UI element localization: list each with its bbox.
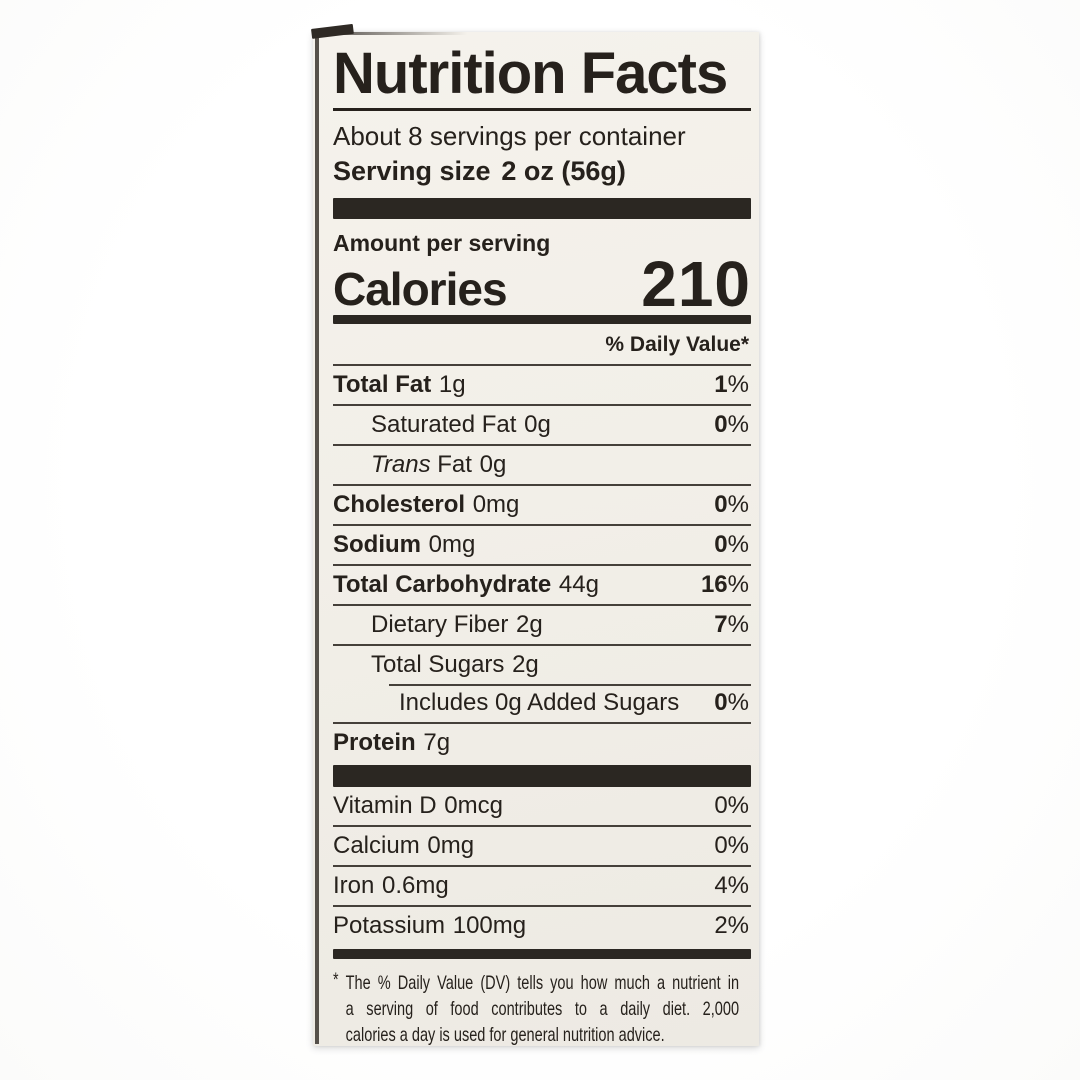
nutrient-name: Sodium 0mg <box>333 531 476 559</box>
nutrient-name: Vitamin D 0mcg <box>333 792 503 820</box>
vitamin-row: Calcium 0mg 0% <box>333 825 751 865</box>
daily-value-percent: 0% <box>714 411 749 439</box>
nutrient-name: Calcium 0mg <box>333 832 475 860</box>
nutrient-row: Dietary Fiber 2g 7% <box>333 604 751 644</box>
daily-value-percent: 0% <box>714 832 749 860</box>
nutrient-name: Dietary Fiber 2g <box>371 611 543 639</box>
nutrient-amount: 1g <box>438 371 466 399</box>
nutrient-table: Total Fat 1g 1% Saturated Fat 0g 0% Trans Fat 0… <box>333 364 751 762</box>
servings-per-container: About 8 servings per container <box>333 121 686 152</box>
nutrient-name: Includes 0g Added Sugars <box>399 689 680 717</box>
nutrient-amount: 0.6mg <box>382 872 449 900</box>
divider-bar-thick-2 <box>333 765 751 788</box>
vitamin-row: Potassium 100mg 2% <box>333 905 751 945</box>
amount-per-serving: Amount per serving <box>333 230 551 257</box>
nutrient-name: Trans Fat 0g <box>371 451 507 479</box>
calories-row: Calories 210 <box>333 247 751 320</box>
footnote-text: The % Daily Value (DV) tells you how muc… <box>346 970 739 1048</box>
footnote: * The % Daily Value (DV) tells you how m… <box>333 970 739 1048</box>
nutrient-row: Total Carbohydrate 44g 16% <box>333 564 751 604</box>
nutrient-amount: 0g <box>524 411 551 439</box>
label-top-edge <box>317 32 467 35</box>
daily-value-percent: 1% <box>714 371 749 399</box>
nutrient-amount: 2g <box>512 651 539 679</box>
nutrition-facts-label: Nutrition Facts About 8 servings per con… <box>311 23 759 1046</box>
footnote-line: The % Daily Value (DV) tells you how muc… <box>345 972 740 995</box>
divider-bar-thick <box>333 198 751 220</box>
calories-label: Calories <box>333 263 508 316</box>
nutrient-amount: 0mg <box>472 491 520 519</box>
daily-value-percent: 4% <box>714 872 749 900</box>
daily-value-percent: 7% <box>714 611 749 639</box>
daily-value-percent: 0% <box>714 531 749 559</box>
serving-size-value: 2 oz (56g) <box>501 156 626 187</box>
label-content: Nutrition Facts About 8 servings per con… <box>313 32 759 1046</box>
nutrient-row: Total Sugars 2g <box>333 644 751 684</box>
nutrient-row: Saturated Fat 0g 0% <box>333 404 751 444</box>
nutrient-amount: 0g <box>479 451 507 479</box>
nutrient-row: Protein 7g <box>333 722 751 762</box>
serving-size-label: Serving size <box>333 156 491 187</box>
nutrient-amount: 2g <box>516 611 543 639</box>
daily-value-percent: 16% <box>700 571 749 599</box>
nutrient-amount: 0mcg <box>444 792 503 820</box>
daily-value-percent: 0% <box>714 689 749 717</box>
nutrient-row: Cholesterol 0mg 0% <box>333 484 751 524</box>
nutrient-name: Potassium 100mg <box>333 912 527 940</box>
divider-bar-medium <box>333 315 751 325</box>
footnote-asterisk: * <box>333 970 339 992</box>
nutrient-amount: 44g <box>558 571 599 599</box>
nutrient-row: Trans Fat 0g <box>333 444 751 484</box>
vitamin-row: Iron 0.6mg 4% <box>333 865 751 905</box>
nutrient-row: Total Fat 1g 1% <box>333 364 751 404</box>
nutrient-name: Total Sugars 2g <box>371 651 539 679</box>
vitamin-table: Vitamin D 0mcg 0% Calcium 0mg 0% Iron 0.6mg 4% Po… <box>333 787 751 945</box>
nutrient-name: Protein 7g <box>333 729 451 757</box>
daily-value-percent: 0% <box>714 792 749 820</box>
nutrient-row: Includes 0g Added Sugars 0% <box>333 684 751 722</box>
title-rule <box>333 108 751 112</box>
nutrient-name: Total Carbohydrate 44g <box>333 571 599 599</box>
nutrient-row: Sodium 0mg 0% <box>333 524 751 564</box>
daily-value-percent: 0% <box>714 491 749 519</box>
footnote-line: a serving of food contributes to a daily… <box>345 998 740 1021</box>
daily-value-header: % Daily Value* <box>605 333 749 357</box>
nutrient-amount: 7g <box>423 729 451 757</box>
nutrient-amount: 0mg <box>427 832 475 860</box>
nutrient-amount: 100mg <box>452 912 527 940</box>
divider-bar-thin <box>333 949 751 960</box>
serving-size-row: Serving size 2 oz (56g) <box>333 153 751 190</box>
daily-value-percent: 2% <box>714 912 749 940</box>
label-title: Nutrition Facts <box>333 41 728 106</box>
calories-value: 210 <box>641 247 751 320</box>
vitamin-row: Vitamin D 0mcg 0% <box>333 787 751 825</box>
nutrient-name: Total Fat 1g <box>333 371 466 399</box>
footnote-line: calories a day is used for general nutri… <box>345 1024 665 1047</box>
nutrient-name: Iron 0.6mg <box>333 872 449 900</box>
nutrient-amount: 0mg <box>428 531 476 559</box>
nutrient-name: Saturated Fat 0g <box>371 411 551 439</box>
nutrient-name: Cholesterol 0mg <box>333 491 520 519</box>
label-left-edge <box>315 34 319 1044</box>
